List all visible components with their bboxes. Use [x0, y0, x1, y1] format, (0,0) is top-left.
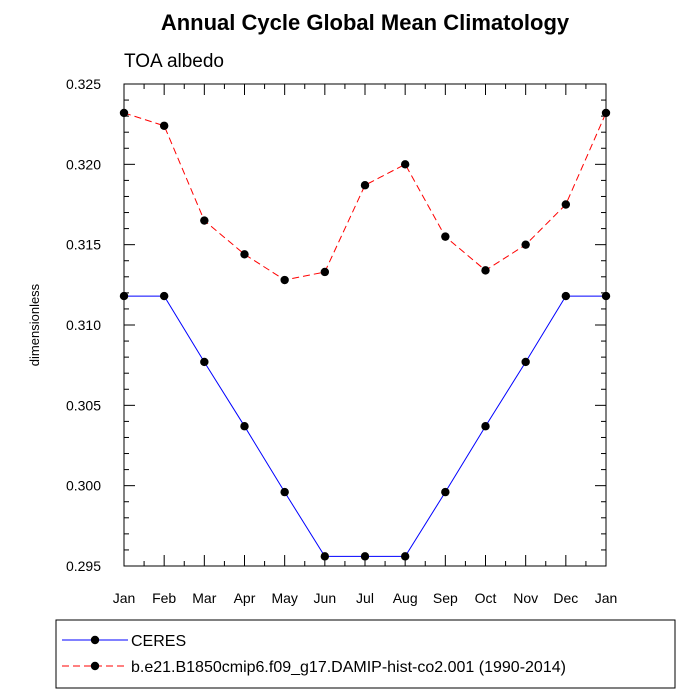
series-1-point: [119, 108, 129, 118]
series-0-point: [280, 487, 289, 497]
series-1-point: [280, 275, 289, 285]
x-tick-label: Sep: [433, 590, 458, 606]
series-0-point: [561, 291, 571, 301]
series-markers: [119, 108, 611, 561]
y-tick-label: 0.315: [66, 237, 101, 253]
x-tick-label: Dec: [553, 590, 578, 606]
x-tick-label: Jun: [314, 590, 337, 606]
legend-label-0: CERES: [131, 633, 186, 650]
axis-ticks: Jan Feb Mar Apr May Jun Jul Aug Sep Oct Nov Dec Jan 0…: [66, 76, 617, 606]
legend: [55, 619, 676, 689]
x-tick-label: Mar: [192, 590, 216, 606]
series-0-point: [400, 552, 410, 561]
series-0-point: [320, 552, 330, 561]
series-1-point: [320, 267, 330, 277]
x-tick-label: Oct: [475, 590, 497, 606]
chart-subtitle: TOA albedo: [124, 51, 224, 72]
series-lines: [123, 112, 607, 557]
series-line-1: [123, 112, 607, 281]
legend-marker-1: [90, 661, 100, 671]
series-1-point: [481, 266, 490, 275]
series-1-point: [561, 200, 571, 209]
legend-marker-0: [90, 635, 100, 645]
series-0-point: [481, 422, 490, 431]
legend-label-1: b.e21.B1850cmip6.f09_g17.DAMIP-hist-co2.…: [131, 659, 566, 676]
y-tick-label: 0.300: [66, 478, 101, 494]
series-0-point: [240, 422, 249, 431]
x-tick-label: May: [271, 590, 297, 606]
series-0-point: [200, 357, 209, 367]
series-1-point: [200, 216, 209, 225]
series-0-point: [119, 291, 129, 301]
x-tick-label: Aug: [393, 590, 418, 606]
series-0-point: [601, 291, 611, 301]
x-tick-label: Feb: [152, 590, 176, 606]
series-1-point: [159, 121, 169, 130]
y-tick-label: 0.305: [66, 397, 101, 413]
y-tick-label: 0.325: [66, 76, 101, 92]
series-0-point: [521, 357, 530, 367]
x-tick-label: Jul: [356, 590, 374, 606]
series-1-point: [521, 240, 530, 249]
y-tick-label: 0.310: [66, 317, 101, 333]
chart-title: Annual Cycle Global Mean Climatology: [161, 10, 570, 35]
plot-frame: [123, 83, 607, 567]
series-1-point: [441, 232, 450, 241]
series-0-point: [360, 552, 370, 561]
series-0-point: [441, 487, 450, 497]
x-tick-label: Apr: [234, 590, 256, 606]
y-axis-label: dimensionless: [27, 283, 42, 366]
y-tick-label: 0.320: [66, 156, 101, 172]
legend-items: CERES b.e21.B1850cmip6.f09_g17.DAMIP-hist…: [62, 633, 566, 676]
x-tick-label: Jan: [113, 590, 136, 606]
series-1-point: [400, 160, 410, 169]
x-tick-label: Jan: [595, 590, 618, 606]
series-line-0: [124, 295, 606, 557]
series-1-point: [360, 181, 370, 190]
x-tick-label: Nov: [513, 590, 538, 606]
series-1-point: [240, 250, 249, 259]
y-tick-label: 0.295: [66, 558, 101, 574]
series-1-point: [601, 108, 611, 118]
series-0-point: [159, 291, 169, 301]
